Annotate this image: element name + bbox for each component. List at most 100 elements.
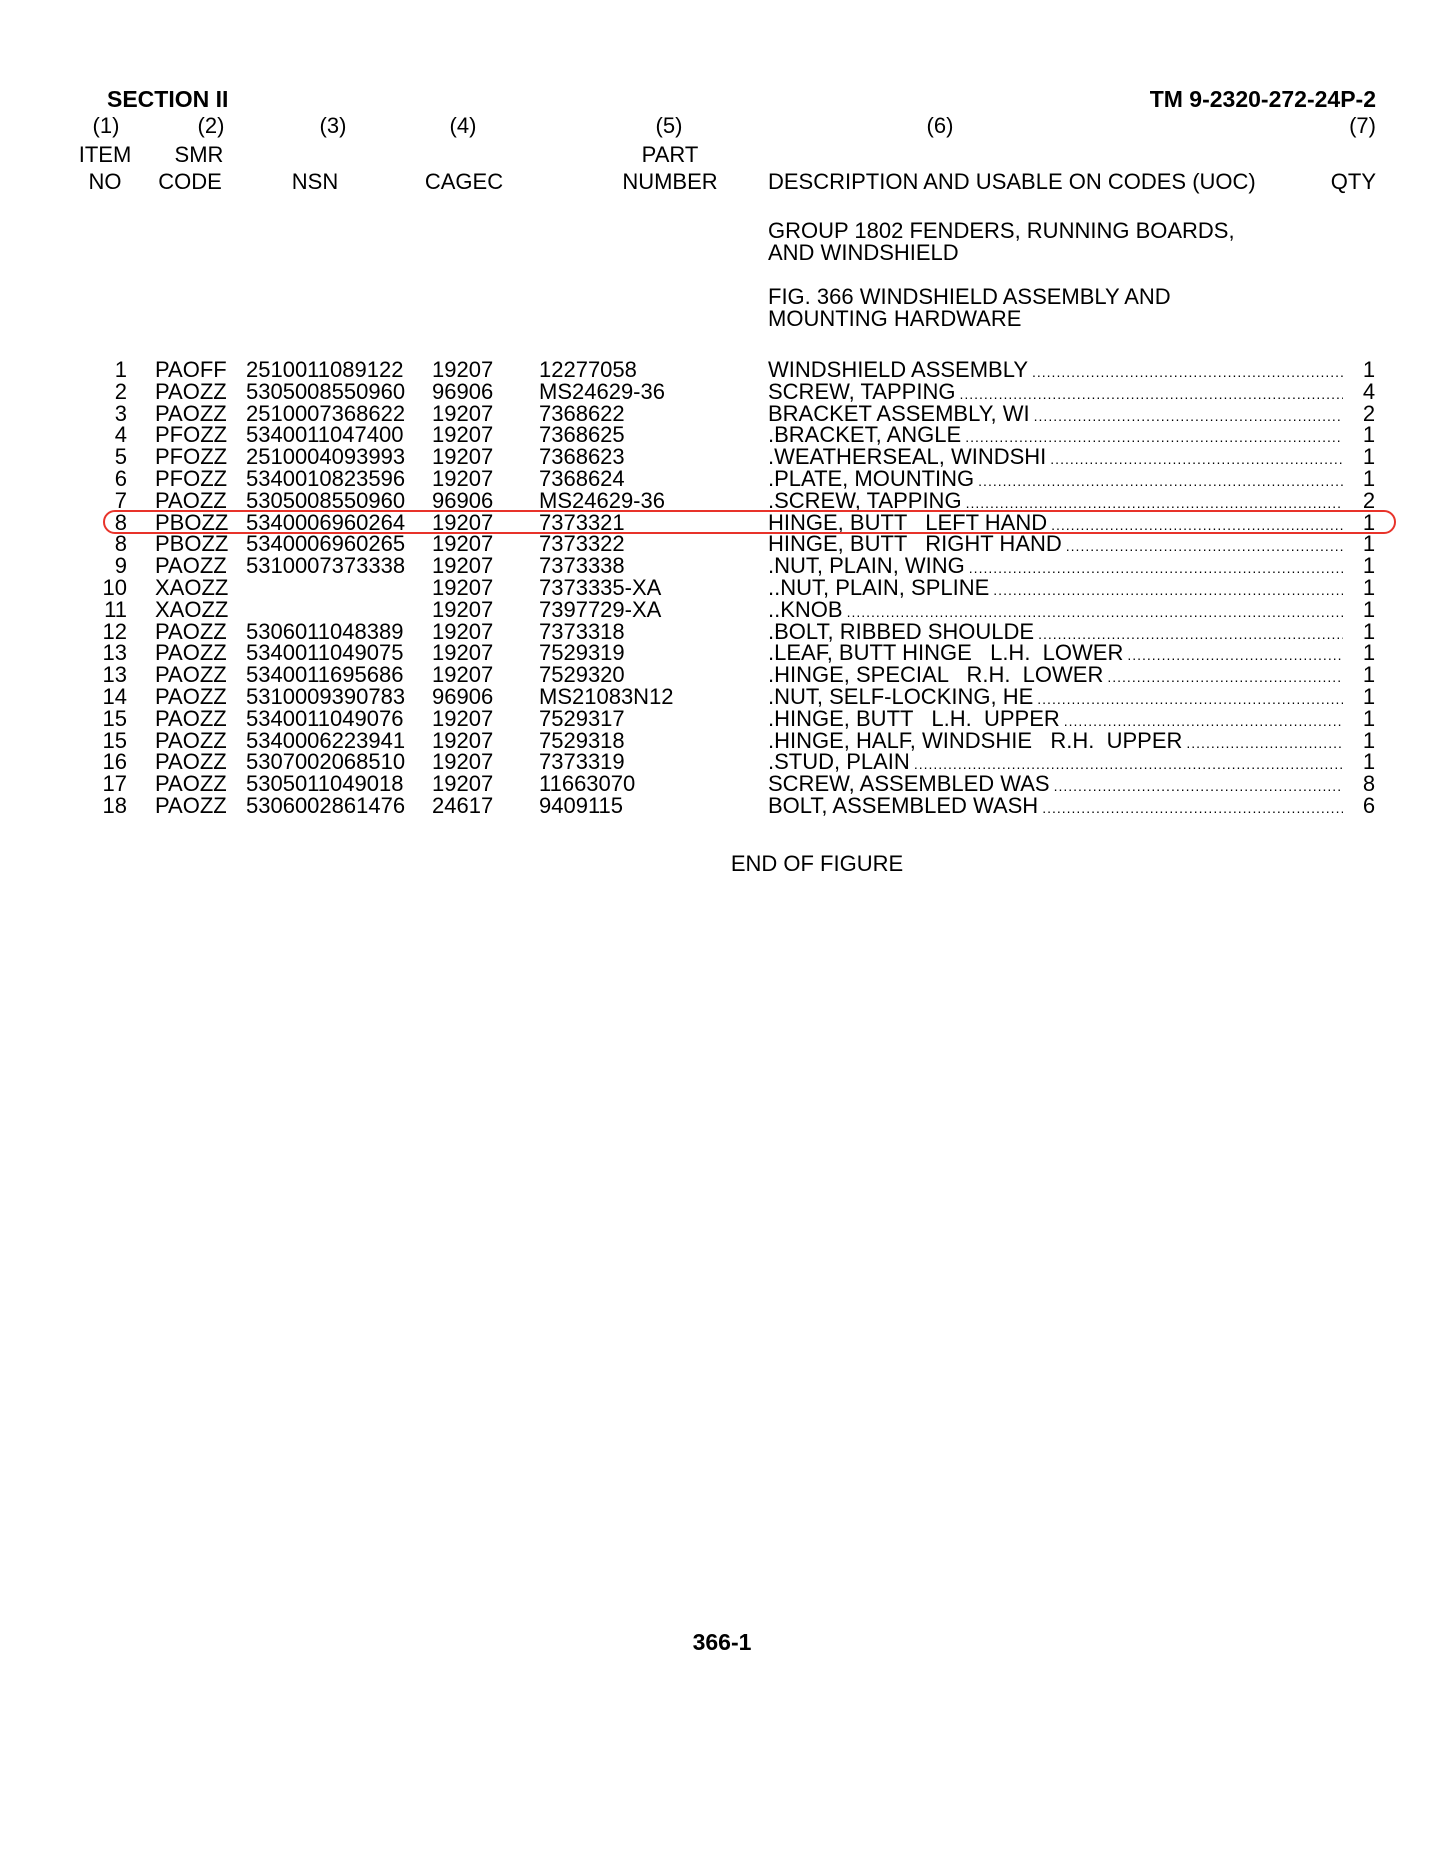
- smr-code: PAOZZ: [155, 749, 227, 775]
- part-number: 7529319: [539, 640, 625, 666]
- col-item-no: NO: [88, 169, 122, 194]
- qty: 1: [1362, 575, 1376, 600]
- description-text: .WEATHERSEAL, WINDSHI: [768, 446, 1047, 470]
- cagec: 19207: [432, 531, 494, 557]
- dot-leader: ........................................…: [993, 582, 1343, 598]
- qty: 1: [1362, 444, 1376, 470]
- item-no: 6: [114, 466, 127, 491]
- description: .NUT, SELF-LOCKING, HE..................…: [768, 686, 1343, 712]
- nsn: 5305008550960: [246, 378, 406, 404]
- figure-line-1: FIG. 366 WINDSHIELD ASSEMBLY AND: [768, 284, 1171, 309]
- item-no: 5: [114, 444, 127, 470]
- part-number: 7373321: [539, 509, 625, 535]
- dot-leader: ........................................…: [1127, 647, 1343, 664]
- description: ..NUT, PLAIN, SPLINE....................…: [768, 577, 1343, 603]
- item-no: 1: [114, 357, 127, 382]
- dot-leader: ........................................…: [968, 560, 1343, 577]
- description: .NUT, PLAIN, WING.......................…: [768, 555, 1343, 581]
- smr-code: PFOZZ: [155, 466, 228, 491]
- cagec: 19207: [432, 466, 494, 491]
- cagec: 19207: [432, 596, 494, 622]
- cagec: 19207: [432, 727, 494, 753]
- smr-code: PFOZZ: [155, 444, 228, 470]
- qty: 1: [1362, 357, 1376, 382]
- table-row: 8 PBOZZ 5340006960264 19207 7373321 HINGE, BU…: [0, 509, 1445, 535]
- group-heading: GROUP 1802 FENDERS, RUNNING BOARDS, AND …: [768, 220, 1235, 264]
- part-number: 7397729-XA: [539, 596, 662, 622]
- description-text: .HINGE, HALF, WINDSHIE R.H. UPPER: [768, 729, 1183, 753]
- nsn: 5340006960264: [246, 509, 406, 535]
- cagec: 96906: [432, 378, 494, 404]
- item-no: 16: [102, 749, 127, 775]
- part-number: 7373319: [539, 749, 625, 775]
- dot-leader: ........................................…: [1038, 625, 1343, 642]
- item-no: 3: [114, 400, 127, 426]
- qty: 6: [1362, 793, 1376, 818]
- part-number: 12277058: [539, 357, 637, 382]
- col-num-7: (7): [1349, 113, 1376, 138]
- item-no: 17: [102, 771, 127, 797]
- qty: 1: [1362, 749, 1376, 775]
- dot-leader: ........................................…: [1042, 800, 1343, 816]
- nsn: 5306002861476: [246, 793, 406, 818]
- cagec: 19207: [432, 771, 494, 797]
- nsn: 5305008550960: [246, 487, 406, 513]
- description-text: .HINGE, SPECIAL R.H. LOWER: [768, 664, 1104, 688]
- col-num-1: (1): [92, 113, 120, 138]
- part-number: 7373322: [539, 531, 625, 557]
- part-number: 7373318: [539, 618, 625, 644]
- description: SCREW, ASSEMBLED WAS....................…: [768, 773, 1343, 799]
- highlight-oval: [103, 509, 1396, 534]
- cagec: 24617: [432, 793, 494, 818]
- part-number: 7529317: [539, 705, 625, 731]
- dot-leader: ........................................…: [1051, 516, 1343, 533]
- group-line-1: GROUP 1802 FENDERS, RUNNING BOARDS,: [768, 218, 1235, 243]
- item-no: 11: [104, 596, 127, 622]
- table-row: 4 PFOZZ 5340011047400 19207 7368625 .BRACKET,…: [0, 424, 1445, 446]
- item-no: 9: [114, 553, 127, 579]
- nsn: 2510007368622: [246, 400, 406, 426]
- item-no: 7: [114, 487, 127, 513]
- table-row: 15 PAOZZ 5340011049076 19207 7529317 .HINGE, …: [0, 705, 1445, 731]
- smr-code: PAOZZ: [155, 684, 227, 709]
- qty: 1: [1362, 684, 1376, 709]
- nsn: 5310009390783: [246, 684, 406, 709]
- qty: 2: [1362, 400, 1376, 426]
- smr-code: PBOZZ: [155, 531, 229, 557]
- col-part-number: NUMBER: [622, 169, 718, 194]
- description: HINGE, BUTT LEFT HAND...................…: [768, 512, 1343, 538]
- description-text: .PLATE, MOUNTING: [768, 468, 975, 491]
- smr-code: PAOZZ: [155, 400, 227, 426]
- table-row: 9 PAOZZ 5310007373338 19207 7373338 .NUT, PLA…: [0, 555, 1445, 577]
- description-text: .STUD, PLAIN: [768, 751, 910, 775]
- dot-leader: ........................................…: [913, 756, 1343, 773]
- description: .WEATHERSEAL, WINDSHI...................…: [768, 446, 1343, 472]
- col-nsn: NSN: [291, 169, 339, 194]
- cagec: 19207: [432, 553, 494, 579]
- col-num-5: (5): [655, 113, 683, 138]
- qty: 1: [1362, 466, 1376, 491]
- figure-heading: FIG. 366 WINDSHIELD ASSEMBLY AND MOUNTIN…: [768, 286, 1171, 330]
- dot-leader: ........................................…: [978, 473, 1343, 489]
- smr-code: PAOZZ: [155, 705, 227, 731]
- description-text: .BRACKET, ANGLE: [768, 424, 962, 448]
- dot-leader: ........................................…: [846, 603, 1343, 620]
- smr-code: PAOZZ: [155, 662, 227, 688]
- cagec: 19207: [432, 357, 494, 382]
- nsn: 5340011695686: [246, 662, 404, 688]
- dot-leader: ........................................…: [1065, 538, 1343, 555]
- description: .BOLT, RIBBED SHOULDE...................…: [768, 621, 1343, 647]
- col-item-label: ITEM: [78, 142, 132, 167]
- manual-number: TM 9-2320-272-24P-2: [1149, 86, 1376, 112]
- description-text: SCREW, TAPPING: [768, 380, 956, 404]
- dot-leader: ........................................…: [965, 494, 1343, 511]
- description: BOLT, ASSEMBLED WASH....................…: [768, 795, 1343, 821]
- dot-leader: ........................................…: [1037, 691, 1343, 707]
- qty: 2: [1362, 487, 1376, 513]
- description: ..KNOB..................................…: [768, 599, 1343, 625]
- cagec: 19207: [432, 640, 494, 666]
- description-text: .SCREW, TAPPING: [768, 489, 962, 513]
- table-row: 5 PFOZZ 2510004093993 19207 7368623 .WEATHERS…: [0, 446, 1445, 468]
- nsn: 5305011049018: [246, 771, 404, 797]
- description-text: .NUT, SELF-LOCKING, HE: [768, 686, 1034, 709]
